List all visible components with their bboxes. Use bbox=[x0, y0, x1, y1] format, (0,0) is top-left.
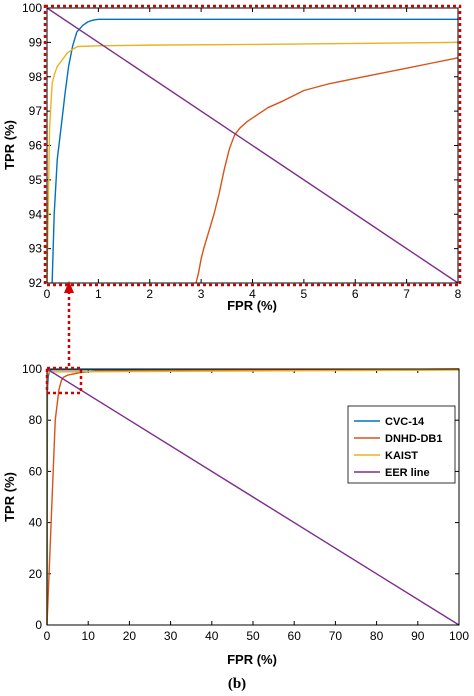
top-y-tick-label: 96 bbox=[29, 139, 43, 153]
zoomed-series-lines bbox=[46, 7, 459, 284]
top-x-tick-label: 0 bbox=[44, 287, 51, 301]
top-x-tick-label: 1 bbox=[95, 287, 102, 301]
top-y-tick-label: 97 bbox=[29, 104, 43, 118]
zoomed-x-axis-label: FPR (%) bbox=[227, 298, 277, 313]
top-series-line-cvc14 bbox=[51, 18, 458, 284]
bot-x-tick-label: 0 bbox=[44, 629, 51, 643]
zoomed-region-highlight-border bbox=[43, 4, 462, 287]
bot-x-tick-label: 100 bbox=[449, 629, 469, 643]
bot-y-tick-label: 40 bbox=[29, 516, 43, 530]
figure-caption: (b) bbox=[228, 676, 246, 692]
top-y-tick-label: 99 bbox=[29, 35, 43, 49]
top-x-tick-label: 3 bbox=[198, 287, 205, 301]
bot-x-tick-label: 50 bbox=[246, 629, 260, 643]
legend-label-cvc14: CVC-14 bbox=[385, 416, 425, 428]
bot-y-tick-label: 80 bbox=[29, 413, 43, 427]
bot-x-tick-label: 10 bbox=[82, 629, 96, 643]
bot-y-tick-label: 60 bbox=[29, 464, 43, 478]
full-y-tick-labels: 0 20 40 60 80 100 bbox=[22, 362, 42, 632]
full-axes-box bbox=[46, 368, 460, 626]
zoomed-y-axis-label: TPR (%) bbox=[2, 120, 17, 170]
full-x-tick-labels: 0 10 20 30 40 50 60 70 80 90 100 bbox=[44, 629, 470, 643]
zoom-connector-arrowhead bbox=[64, 281, 74, 293]
bot-y-tick-label: 20 bbox=[29, 567, 43, 581]
bot-series-line-eer-line bbox=[46, 368, 460, 626]
legend-box bbox=[347, 405, 456, 484]
bot-y-tick-label: 0 bbox=[35, 618, 42, 632]
top-x-tick-label: 4 bbox=[249, 287, 256, 301]
bot-y-tick-label: 100 bbox=[22, 362, 42, 376]
top-y-tick-label: 98 bbox=[29, 70, 43, 84]
full-roc-plot: 0 10 20 30 40 50 60 70 80 90 100 0 20 40 60 80 100 FPR … bbox=[2, 362, 469, 667]
full-x-axis-label: FPR (%) bbox=[227, 652, 277, 667]
legend: CVC-14 DNHD-DB1 KAIST EER line bbox=[347, 405, 456, 484]
top-series-line-dnhd-db1 bbox=[195, 57, 459, 284]
legend-entry-eer-line: EER line bbox=[354, 467, 430, 479]
legend-label-kaist: KAIST bbox=[385, 450, 418, 462]
top-y-tick-label: 94 bbox=[29, 207, 43, 221]
full-y-axis-label: TPR (%) bbox=[2, 472, 17, 522]
zoomed-x-tick-labels: 0 1 2 3 4 5 6 7 8 bbox=[44, 287, 462, 301]
bot-x-tick-label: 40 bbox=[205, 629, 219, 643]
top-x-tick-label: 5 bbox=[301, 287, 308, 301]
zoom-connector bbox=[64, 281, 74, 375]
top-x-tick-label: 8 bbox=[455, 287, 462, 301]
bot-x-tick-label: 20 bbox=[123, 629, 137, 643]
top-x-tick-label: 6 bbox=[352, 287, 359, 301]
top-y-tick-label: 92 bbox=[29, 276, 43, 290]
bot-x-tick-label: 80 bbox=[370, 629, 384, 643]
top-y-tick-label: 93 bbox=[29, 242, 43, 256]
bot-x-tick-label: 60 bbox=[288, 629, 302, 643]
legend-label-eer-line: EER line bbox=[385, 467, 430, 479]
legend-entry-dnhd-db1: DNHD-DB1 bbox=[354, 433, 442, 445]
bot-x-tick-label: 30 bbox=[164, 629, 178, 643]
top-y-tick-label: 100 bbox=[22, 1, 42, 15]
top-x-tick-label: 2 bbox=[146, 287, 153, 301]
bot-x-tick-label: 90 bbox=[411, 629, 425, 643]
legend-label-dnhd-db1: DNHD-DB1 bbox=[385, 433, 442, 445]
top-series-line-kaist bbox=[46, 41, 459, 284]
legend-entry-kaist: KAIST bbox=[354, 450, 418, 462]
bot-x-tick-label: 70 bbox=[329, 629, 343, 643]
zoomed-y-tick-labels: 92 93 94 95 96 97 98 99 100 bbox=[22, 1, 42, 290]
top-y-tick-label: 95 bbox=[29, 173, 43, 187]
top-series-line-eer-line bbox=[46, 7, 459, 284]
zoomed-roc-plot: 0 1 2 3 4 5 6 7 8 92 93 94 95 96 97 98 99 100 FPR (%) TP… bbox=[2, 1, 462, 313]
zoomed-axes-box bbox=[46, 7, 459, 284]
top-x-tick-label: 7 bbox=[403, 287, 410, 301]
legend-entry-cvc14: CVC-14 bbox=[354, 416, 425, 428]
